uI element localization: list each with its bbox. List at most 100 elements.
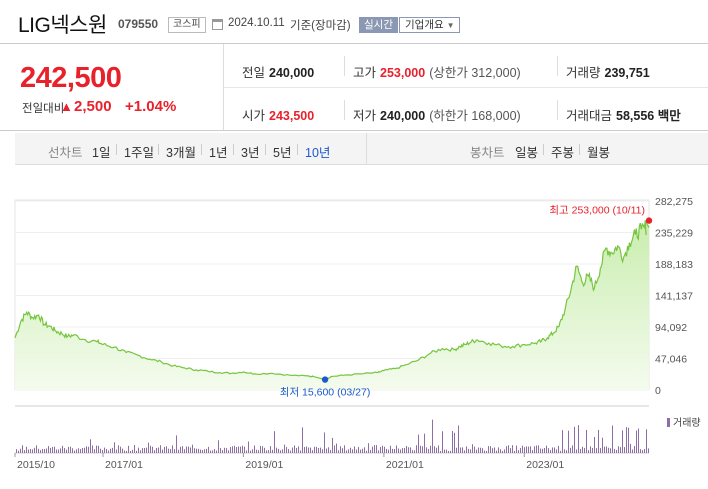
- volume-bar: [118, 445, 119, 453]
- company-profile-dropdown[interactable]: 기업개요 ▼: [399, 17, 461, 33]
- tab-separator: [116, 144, 117, 155]
- volume-bar: [414, 450, 415, 453]
- volume-bar: [552, 447, 553, 453]
- volume-bar: [346, 450, 347, 453]
- volume-bar: [240, 446, 241, 453]
- volume-bar: [490, 446, 491, 453]
- volume-bar: [144, 448, 145, 453]
- volume-bar: [100, 448, 101, 453]
- volume-bar: [258, 450, 259, 453]
- volume-bar: [154, 450, 155, 453]
- price-chart[interactable]: 0 47,046 94,092 141,137 188,183 235,229 282,27…: [0, 165, 708, 489]
- volume-bar: [24, 450, 25, 453]
- volume-bar: [160, 445, 161, 453]
- volume-bar: [246, 450, 247, 453]
- upper-limit: (상한가 312,000): [429, 66, 521, 80]
- volume-bar: [444, 449, 445, 453]
- volume-bar: [172, 445, 173, 453]
- volume-bar: [318, 447, 319, 453]
- volume-bar: [566, 450, 567, 453]
- x-tick-label: 2015/10: [17, 459, 55, 471]
- tab-3y[interactable]: 3년: [241, 146, 260, 160]
- low-marker: [321, 376, 329, 383]
- volume-bar: [602, 437, 603, 453]
- volume-bar: [298, 446, 299, 453]
- volume-bar: [150, 445, 151, 453]
- volume-bar: [106, 448, 107, 453]
- tab-3m[interactable]: 3개월: [166, 146, 196, 160]
- volume-bar: [266, 450, 267, 453]
- tab-separator: [233, 144, 234, 155]
- volume-bar: [634, 446, 635, 453]
- volume-bar: [344, 445, 345, 453]
- volume-bar: [468, 448, 469, 453]
- volume-bar: [366, 450, 367, 453]
- volume-bar: [296, 447, 297, 453]
- volume-bar: [40, 450, 41, 453]
- company-name[interactable]: LIG넥스원: [18, 14, 107, 37]
- volume-cell: 거래량 239,751: [566, 62, 650, 81]
- volume-bar: [514, 450, 515, 453]
- volume-bar: [364, 447, 365, 453]
- volume-bar: [146, 447, 147, 453]
- tab-1y[interactable]: 1년: [209, 146, 228, 160]
- volume-bar: [548, 448, 549, 453]
- volume-bar: [436, 447, 437, 453]
- volume-bar: [578, 425, 579, 453]
- tab-1w[interactable]: 1주일: [124, 146, 154, 160]
- volume-bar: [312, 450, 313, 453]
- volume-bar: [52, 446, 53, 453]
- volume-bar: [644, 449, 645, 453]
- volume-bar: [222, 450, 223, 453]
- volume-bar: [174, 449, 175, 453]
- tab-10y[interactable]: 10년: [305, 146, 331, 160]
- volume-bar: [276, 447, 277, 453]
- volume-bar: [234, 445, 235, 453]
- tab-monthly[interactable]: 월봉: [587, 146, 611, 160]
- volume-bar: [426, 447, 427, 453]
- volume-bar: [58, 449, 59, 453]
- volume-bar: [114, 442, 115, 453]
- volume-bar: [398, 448, 399, 453]
- realtime-button[interactable]: 실시간: [359, 17, 398, 33]
- divider: [557, 56, 558, 76]
- volume-bar: [68, 446, 69, 453]
- tab-1d[interactable]: 1일: [92, 146, 111, 160]
- volume-bar: [208, 446, 209, 453]
- volume-bar: [538, 445, 539, 453]
- volume-bar: [330, 449, 331, 453]
- volume-bar: [316, 446, 317, 453]
- price-line: [14, 220, 650, 381]
- y-tick-label: 282,275: [655, 196, 693, 208]
- price-change-pct: +1.04%: [125, 98, 177, 115]
- volume-bar: [384, 446, 385, 453]
- volume-bar: [624, 447, 625, 453]
- volume-bar: [454, 432, 455, 453]
- volume-bar: [80, 449, 81, 453]
- volume-bar: [502, 450, 503, 453]
- price-area: [15, 220, 649, 390]
- volume-bar: [472, 444, 473, 453]
- y-tick-label: 188,183: [655, 259, 693, 271]
- volume-bar: [226, 448, 227, 453]
- tab-daily[interactable]: 일봉: [515, 146, 539, 160]
- volume-bar: [378, 450, 379, 453]
- lower-limit: (하한가 168,000): [429, 109, 521, 123]
- volume-bar: [580, 449, 581, 453]
- volume-bar: [434, 446, 435, 453]
- volume-bar: [596, 448, 597, 453]
- price-chart-svg: 0 47,046 94,092 141,137 188,183 235,229 282,27…: [14, 196, 701, 471]
- volume-bar: [274, 431, 275, 453]
- chevron-down-icon: ▼: [446, 21, 455, 30]
- volume-bar: [456, 447, 457, 453]
- quote-panel: 242,500 전일대비 ▲ 2,500 +1.04% 전일 240,000 고가…: [0, 43, 708, 131]
- volume-bar: [510, 448, 511, 453]
- volume-bar: [458, 425, 459, 453]
- tab-weekly[interactable]: 주봉: [551, 146, 575, 160]
- volume-bar: [588, 450, 589, 453]
- volume-bar: [376, 445, 377, 453]
- volume-bar: [540, 448, 541, 453]
- tab-5y[interactable]: 5년: [273, 146, 292, 160]
- volume-bar: [264, 447, 265, 453]
- volume-bar: [442, 431, 443, 453]
